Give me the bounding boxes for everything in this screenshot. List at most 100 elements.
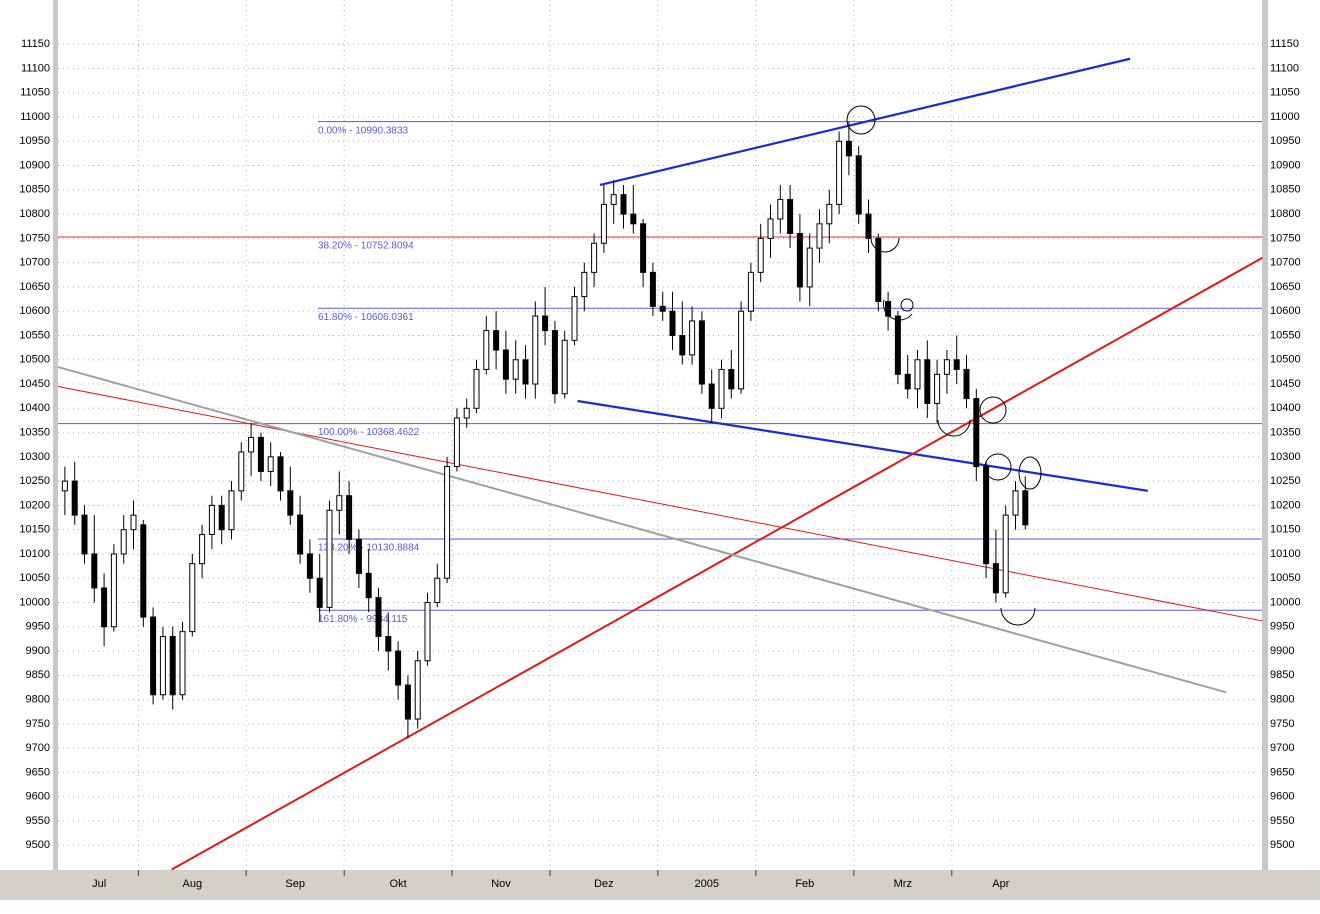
candle-body	[640, 223, 647, 273]
candle-body	[414, 660, 421, 720]
fib-label: 0.00% - 10990.3833	[318, 125, 409, 136]
candle-body	[816, 223, 823, 249]
y-tick-label: 10050	[19, 572, 50, 584]
candle-body	[512, 359, 519, 380]
candle-body	[238, 451, 245, 492]
candle-body	[581, 271, 588, 298]
y-tick-label-right: 10500	[1270, 354, 1301, 366]
fib-label: 161.80% - 9984.115	[318, 614, 408, 625]
candle-body	[532, 315, 539, 385]
y-tick-label: 9600	[26, 791, 50, 803]
candle-body	[787, 199, 794, 235]
candle-body	[463, 407, 470, 419]
y-tick-label: 10700	[19, 257, 50, 269]
y-tick-label-right: 9700	[1270, 742, 1294, 754]
x-tick-label: Sep	[285, 878, 305, 890]
y-tick-label-right: 9950	[1270, 621, 1294, 633]
candle-body	[355, 538, 362, 574]
y-tick-label: 11100	[21, 62, 50, 74]
y-tick-label: 10300	[19, 451, 50, 463]
candle-body	[434, 577, 441, 603]
y-tick-label-right: 10250	[1270, 475, 1301, 487]
candle-body	[620, 194, 627, 215]
trend-line	[171, 256, 1263, 871]
y-tick-label-right: 11150	[1270, 38, 1299, 50]
candle-body	[404, 684, 411, 720]
y-tick-label: 10450	[19, 378, 50, 390]
y-tick-label: 9850	[26, 669, 50, 681]
candle-body	[228, 490, 235, 531]
y-tick-label-right: 9850	[1270, 669, 1294, 681]
circle	[984, 453, 1012, 481]
candle-body	[257, 436, 264, 472]
candle-body	[943, 359, 950, 375]
y-tick-label: 9500	[26, 839, 50, 851]
y-tick-label: 10950	[19, 135, 50, 147]
x-tick-label: Aug	[183, 878, 203, 890]
y-tick-label: 11050	[20, 87, 50, 99]
candle-body	[806, 247, 813, 288]
candle-body	[953, 359, 960, 370]
y-tick-label-right: 10900	[1270, 159, 1301, 171]
candle-body	[101, 587, 108, 628]
x-tick-label: Apr	[992, 878, 1009, 890]
y-tick-label-right: 10800	[1270, 208, 1301, 220]
y-tick-label: 10200	[19, 499, 50, 511]
candle-body	[483, 330, 490, 370]
y-tick-label-right: 9500	[1270, 839, 1294, 851]
candle-body	[992, 563, 999, 594]
candle-body	[983, 466, 990, 565]
candle-body	[375, 597, 382, 637]
candle-body	[836, 140, 843, 205]
candle-body	[385, 635, 392, 652]
y-tick-label: 10100	[19, 548, 50, 560]
candle-body	[718, 368, 725, 409]
candle-body	[493, 330, 500, 351]
candle-body	[649, 271, 656, 307]
candle-body	[963, 368, 970, 400]
candle-body	[179, 631, 186, 696]
candle-body	[395, 650, 402, 686]
candles	[61, 121, 1029, 739]
candle-body	[120, 529, 127, 555]
candle-body	[973, 398, 980, 468]
candle-body	[444, 466, 451, 579]
candle-body	[542, 315, 549, 332]
candle-body	[777, 199, 784, 220]
y-tick-label-right: 9750	[1270, 718, 1294, 730]
y-tick-label-right: 10850	[1270, 184, 1301, 196]
y-tick-label-right: 10400	[1270, 402, 1301, 414]
candle-body	[208, 504, 215, 536]
candle-body	[326, 509, 333, 608]
candle-body	[453, 417, 460, 468]
x-tick-label: Feb	[795, 878, 814, 890]
circle	[979, 396, 1007, 424]
candle-body	[796, 233, 803, 288]
y-tick-label: 11000	[20, 111, 50, 123]
x-tick-label: Mrz	[894, 878, 912, 890]
arc	[883, 299, 913, 321]
y-tick-label-right: 10600	[1270, 305, 1301, 317]
candle-body	[904, 373, 911, 390]
candle-body	[159, 635, 166, 696]
candle-body	[424, 601, 431, 662]
candle-body	[502, 349, 509, 380]
y-tick-label: 11150	[21, 38, 50, 50]
x-axis-band	[0, 870, 1320, 900]
circle	[846, 105, 876, 135]
y-tick-label-right: 11050	[1270, 87, 1300, 99]
y-tick-label: 10350	[19, 426, 50, 438]
arc	[870, 237, 900, 253]
candle-body	[659, 305, 666, 312]
circle	[900, 298, 914, 312]
candle-body	[248, 436, 255, 453]
candle-body	[669, 310, 676, 336]
fib-label: 100.00% - 10368.4622	[318, 427, 420, 438]
circle	[1018, 456, 1042, 490]
candle-body	[150, 616, 157, 696]
y-tick-label: 10400	[19, 402, 50, 414]
right-border	[1262, 0, 1268, 900]
y-tick-label: 10000	[19, 596, 50, 608]
y-tick-label-right: 10950	[1270, 135, 1301, 147]
